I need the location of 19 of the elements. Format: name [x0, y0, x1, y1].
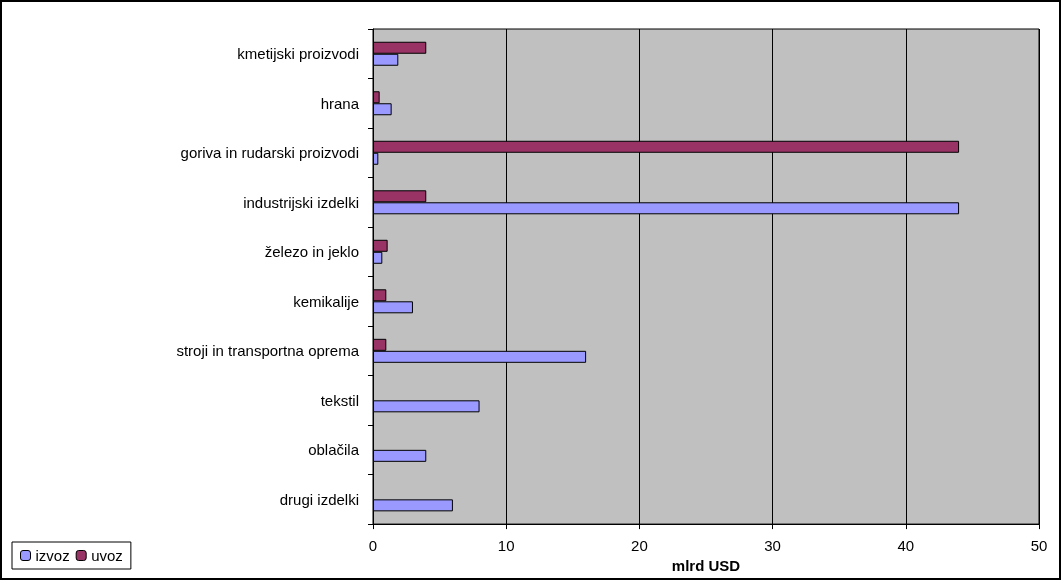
y-tick-label: oblačila — [308, 441, 360, 459]
y-tick-label: drugi izdelki — [279, 490, 359, 508]
y-tick-label: tekstil — [320, 391, 359, 409]
x-tick-label: 10 — [497, 537, 515, 555]
x-tick-label: 50 — [1030, 537, 1048, 555]
legend-label: izvoz — [35, 547, 70, 564]
x-axis-title: mlrd USD — [671, 557, 741, 574]
y-tick-label: hrana — [320, 94, 360, 112]
x-tick-label: 30 — [764, 537, 781, 555]
legend-label: uvoz — [91, 547, 123, 564]
x-tick-label: 40 — [897, 537, 915, 555]
y-tick-label: kemikalije — [293, 292, 359, 310]
y-tick-label: kmetijski proizvodi — [237, 45, 359, 63]
y-tick-label: industrijski izdelki — [243, 193, 359, 211]
x-tick-label: 20 — [631, 537, 648, 555]
y-tick-label: goriva in rudarski proizvodi — [180, 144, 359, 162]
y-tick-label: železo in jeklo — [264, 243, 359, 261]
x-tick-label: 0 — [368, 537, 378, 555]
y-tick-label: stroji in transportna oprema — [176, 342, 360, 360]
